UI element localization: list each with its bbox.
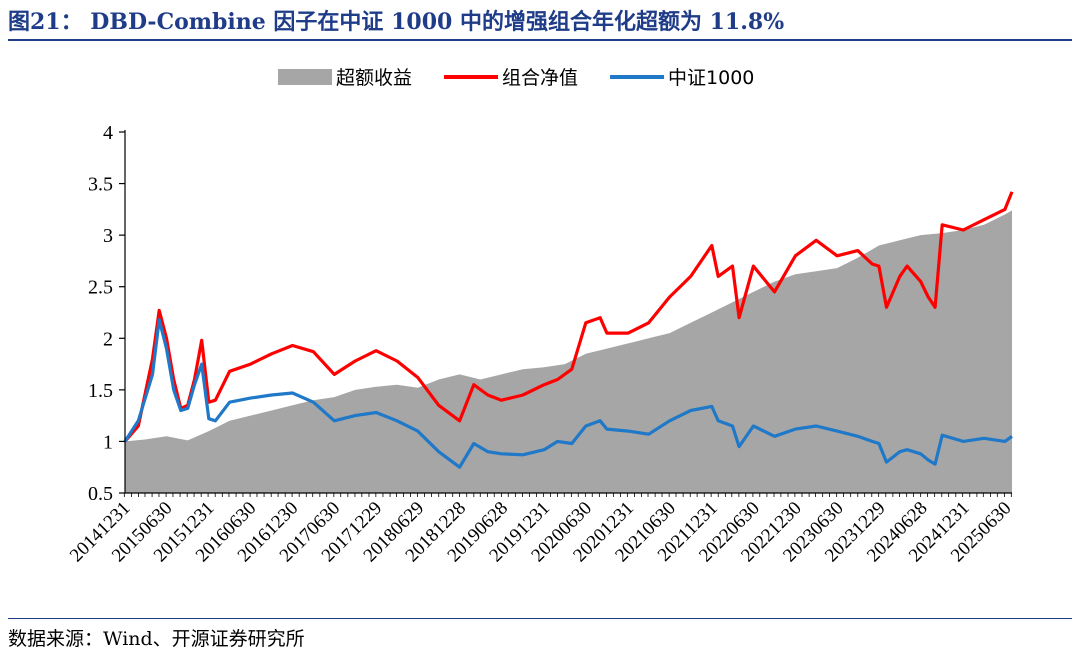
y-tick-label: 1.5 bbox=[88, 380, 113, 402]
y-tick-label: 1 bbox=[103, 431, 113, 453]
y-tick-label: 0.5 bbox=[88, 483, 113, 505]
y-tick-label: 3 bbox=[103, 225, 113, 247]
figure-title: 图21： DBD-Combine 因子在中证 1000 中的增强组合年化超额为 … bbox=[8, 9, 785, 35]
title-divider bbox=[8, 39, 1072, 41]
area-layer bbox=[125, 210, 1012, 493]
series-line-2 bbox=[123, 318, 1013, 469]
legend-label: 超额收益 bbox=[336, 67, 412, 89]
legend-swatch-area bbox=[278, 69, 332, 85]
y-tick-label: 2 bbox=[103, 328, 113, 350]
chart: 0.511.522.533.54201412312015063020151231… bbox=[66, 67, 1016, 566]
y-tick-label: 3.5 bbox=[88, 174, 113, 196]
legend: 超额收益 组合净值 中证1000 bbox=[278, 67, 754, 89]
y-tick-label: 2.5 bbox=[88, 277, 113, 299]
legend-label: 中证1000 bbox=[668, 67, 754, 89]
source-note: 数据来源：Wind、开源证券研究所 bbox=[8, 628, 305, 650]
y-tick-label: 4 bbox=[103, 122, 113, 144]
legend-label: 组合净值 bbox=[502, 67, 578, 89]
line-layer bbox=[123, 191, 1014, 469]
series-line-1 bbox=[123, 191, 1014, 443]
series-area-excess bbox=[125, 210, 1012, 493]
source-divider bbox=[8, 618, 1072, 619]
